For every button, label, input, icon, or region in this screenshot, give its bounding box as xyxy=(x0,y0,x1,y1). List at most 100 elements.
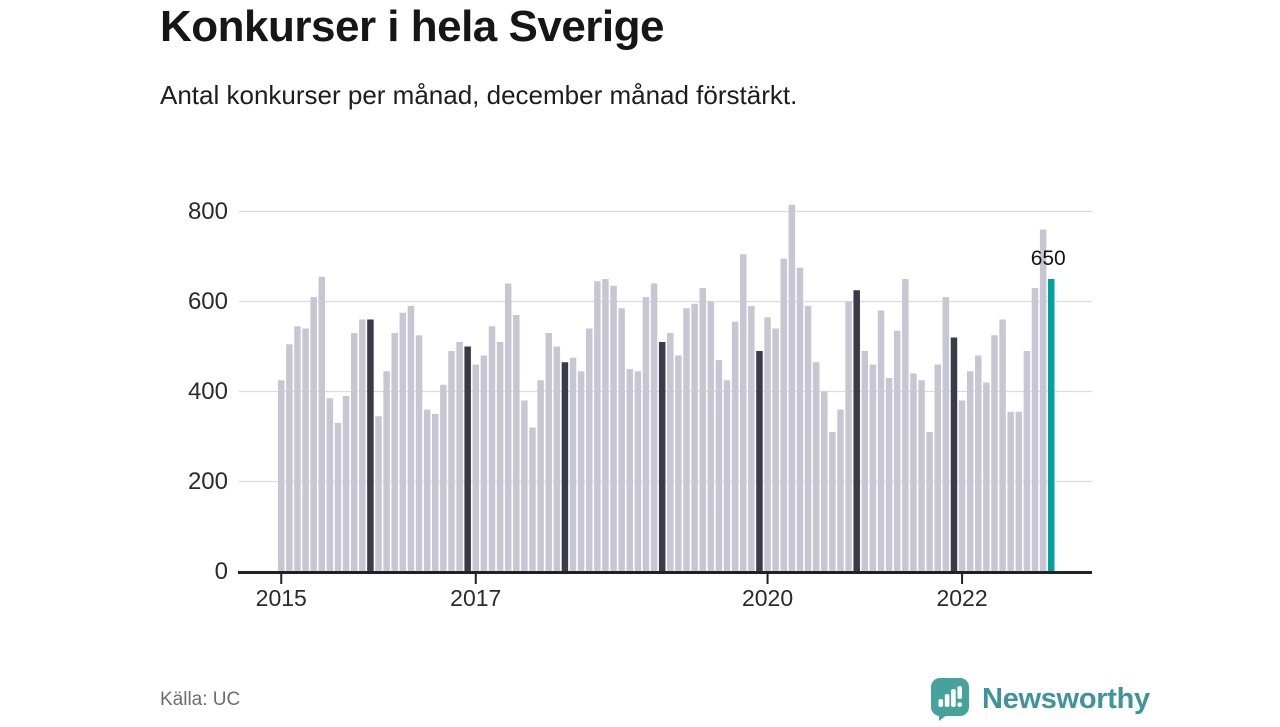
bar-2018-12 xyxy=(658,342,666,572)
bar-2020-08 xyxy=(821,391,828,572)
bar-2017-11 xyxy=(553,346,561,572)
bar-2020-12 xyxy=(853,290,860,572)
bar-2021-06 xyxy=(902,279,909,572)
bar-2015-03 xyxy=(294,326,301,572)
bar-2015-06 xyxy=(318,276,326,572)
source-label: Källa: UC xyxy=(160,689,241,710)
bar-2020-10 xyxy=(837,409,844,572)
bar-2017-03 xyxy=(488,326,496,572)
bar-2016-12 xyxy=(464,346,471,572)
bar-2015-01 xyxy=(278,380,285,572)
bar-2022-05 xyxy=(991,335,998,572)
bar-2019-12 xyxy=(756,351,763,572)
bar-2017-08 xyxy=(529,427,536,572)
bar-2021-10 xyxy=(934,364,941,572)
bar-2017-02 xyxy=(480,355,488,572)
bar-2022-02 xyxy=(966,371,974,572)
bar-2016-11 xyxy=(456,342,463,572)
bar-2018-01 xyxy=(569,357,577,572)
bar-2019-09 xyxy=(731,321,739,572)
bar-2021-09 xyxy=(926,432,933,572)
bar-2020-04 xyxy=(788,204,796,572)
bar-2022-08 xyxy=(1015,411,1023,572)
x-axis-line xyxy=(238,571,1092,574)
bar-2017-04 xyxy=(496,342,504,572)
bar-2015-08 xyxy=(334,423,342,572)
bar-2016-10 xyxy=(448,351,455,572)
bar-2015-07 xyxy=(326,398,334,572)
bar-2020-11 xyxy=(845,301,852,572)
latest-value-label: 650 xyxy=(1031,247,1066,270)
bar-2019-04 xyxy=(691,303,698,572)
bar-2015-04 xyxy=(302,328,309,572)
bar-2018-10 xyxy=(642,297,650,572)
bar-2018-03 xyxy=(585,328,593,572)
bar-2021-02 xyxy=(869,364,877,572)
bar-2022-06 xyxy=(999,319,1006,572)
bar-2021-03 xyxy=(877,310,885,572)
bar-2020-06 xyxy=(804,306,812,572)
bar-2019-07 xyxy=(715,360,723,572)
bar-2019-05 xyxy=(699,288,706,572)
bar-2019-08 xyxy=(723,380,731,572)
bar-2019-11 xyxy=(748,306,755,572)
bar-2020-03 xyxy=(780,258,788,572)
bar-2022-10 xyxy=(1031,288,1039,572)
bar-2017-07 xyxy=(521,400,528,572)
newsworthy-logo: Newsworthy xyxy=(929,676,1150,722)
bar-2015-02 xyxy=(286,344,293,572)
bar-2015-05 xyxy=(310,297,317,572)
bar-2016-07 xyxy=(423,409,431,572)
bar-2019-02 xyxy=(675,355,682,572)
bar-2017-12 xyxy=(561,362,569,572)
y-tick-label-800: 800 xyxy=(188,198,228,225)
page-title: Konkurser i hela Sverige xyxy=(160,2,665,51)
bar-2018-05 xyxy=(602,279,609,572)
bar-2018-11 xyxy=(650,283,658,572)
bar-2020-09 xyxy=(829,432,836,572)
bar-2017-09 xyxy=(537,380,544,572)
bar-2016-05 xyxy=(407,306,415,572)
bar-2021-07 xyxy=(910,373,917,572)
bar-2016-09 xyxy=(440,384,447,572)
x-tick-label-2017: 2017 xyxy=(450,585,501,611)
y-tick-label-200: 200 xyxy=(188,468,228,495)
bar-2022-11 xyxy=(1039,229,1047,572)
bar-2022-01 xyxy=(958,400,966,572)
bar-2022-03 xyxy=(975,355,982,572)
bar-2018-04 xyxy=(594,281,601,572)
newsworthy-bubble-chart-icon xyxy=(929,676,971,722)
bar-2019-10 xyxy=(739,254,747,572)
bar-2021-11 xyxy=(942,297,950,572)
bar-2022-04 xyxy=(983,382,990,572)
bar-2015-09 xyxy=(342,396,350,572)
bar-2018-07 xyxy=(618,308,625,572)
bar-2016-01 xyxy=(375,416,382,572)
brand-name: Newsworthy xyxy=(982,682,1150,715)
bar-2015-11 xyxy=(359,319,366,572)
y-tick-label-0: 0 xyxy=(215,558,228,585)
y-tick-label-400: 400 xyxy=(188,378,228,405)
bar-2016-06 xyxy=(415,335,423,572)
bar-2018-08 xyxy=(626,369,634,572)
bar-2016-02 xyxy=(383,371,390,572)
bar-2019-06 xyxy=(707,301,715,572)
bar-2022-07 xyxy=(1007,411,1014,572)
bar-2021-05 xyxy=(893,330,901,572)
bar-2022-12 xyxy=(1047,279,1055,572)
bar-2017-01 xyxy=(472,364,480,572)
bar-2017-10 xyxy=(545,333,552,572)
bar-2021-08 xyxy=(918,380,925,572)
bar-2018-06 xyxy=(610,285,617,572)
bar-2020-05 xyxy=(796,267,804,572)
bar-2019-01 xyxy=(667,333,674,572)
x-tick-label-2015: 2015 xyxy=(256,585,307,611)
bar-2021-04 xyxy=(885,378,893,572)
bar-2016-08 xyxy=(432,414,439,572)
bar-2021-12 xyxy=(950,337,958,572)
bar-2017-05 xyxy=(504,283,512,572)
y-tick-label-600: 600 xyxy=(188,288,228,315)
bar-2020-01 xyxy=(764,317,771,572)
bar-2016-03 xyxy=(391,333,398,572)
